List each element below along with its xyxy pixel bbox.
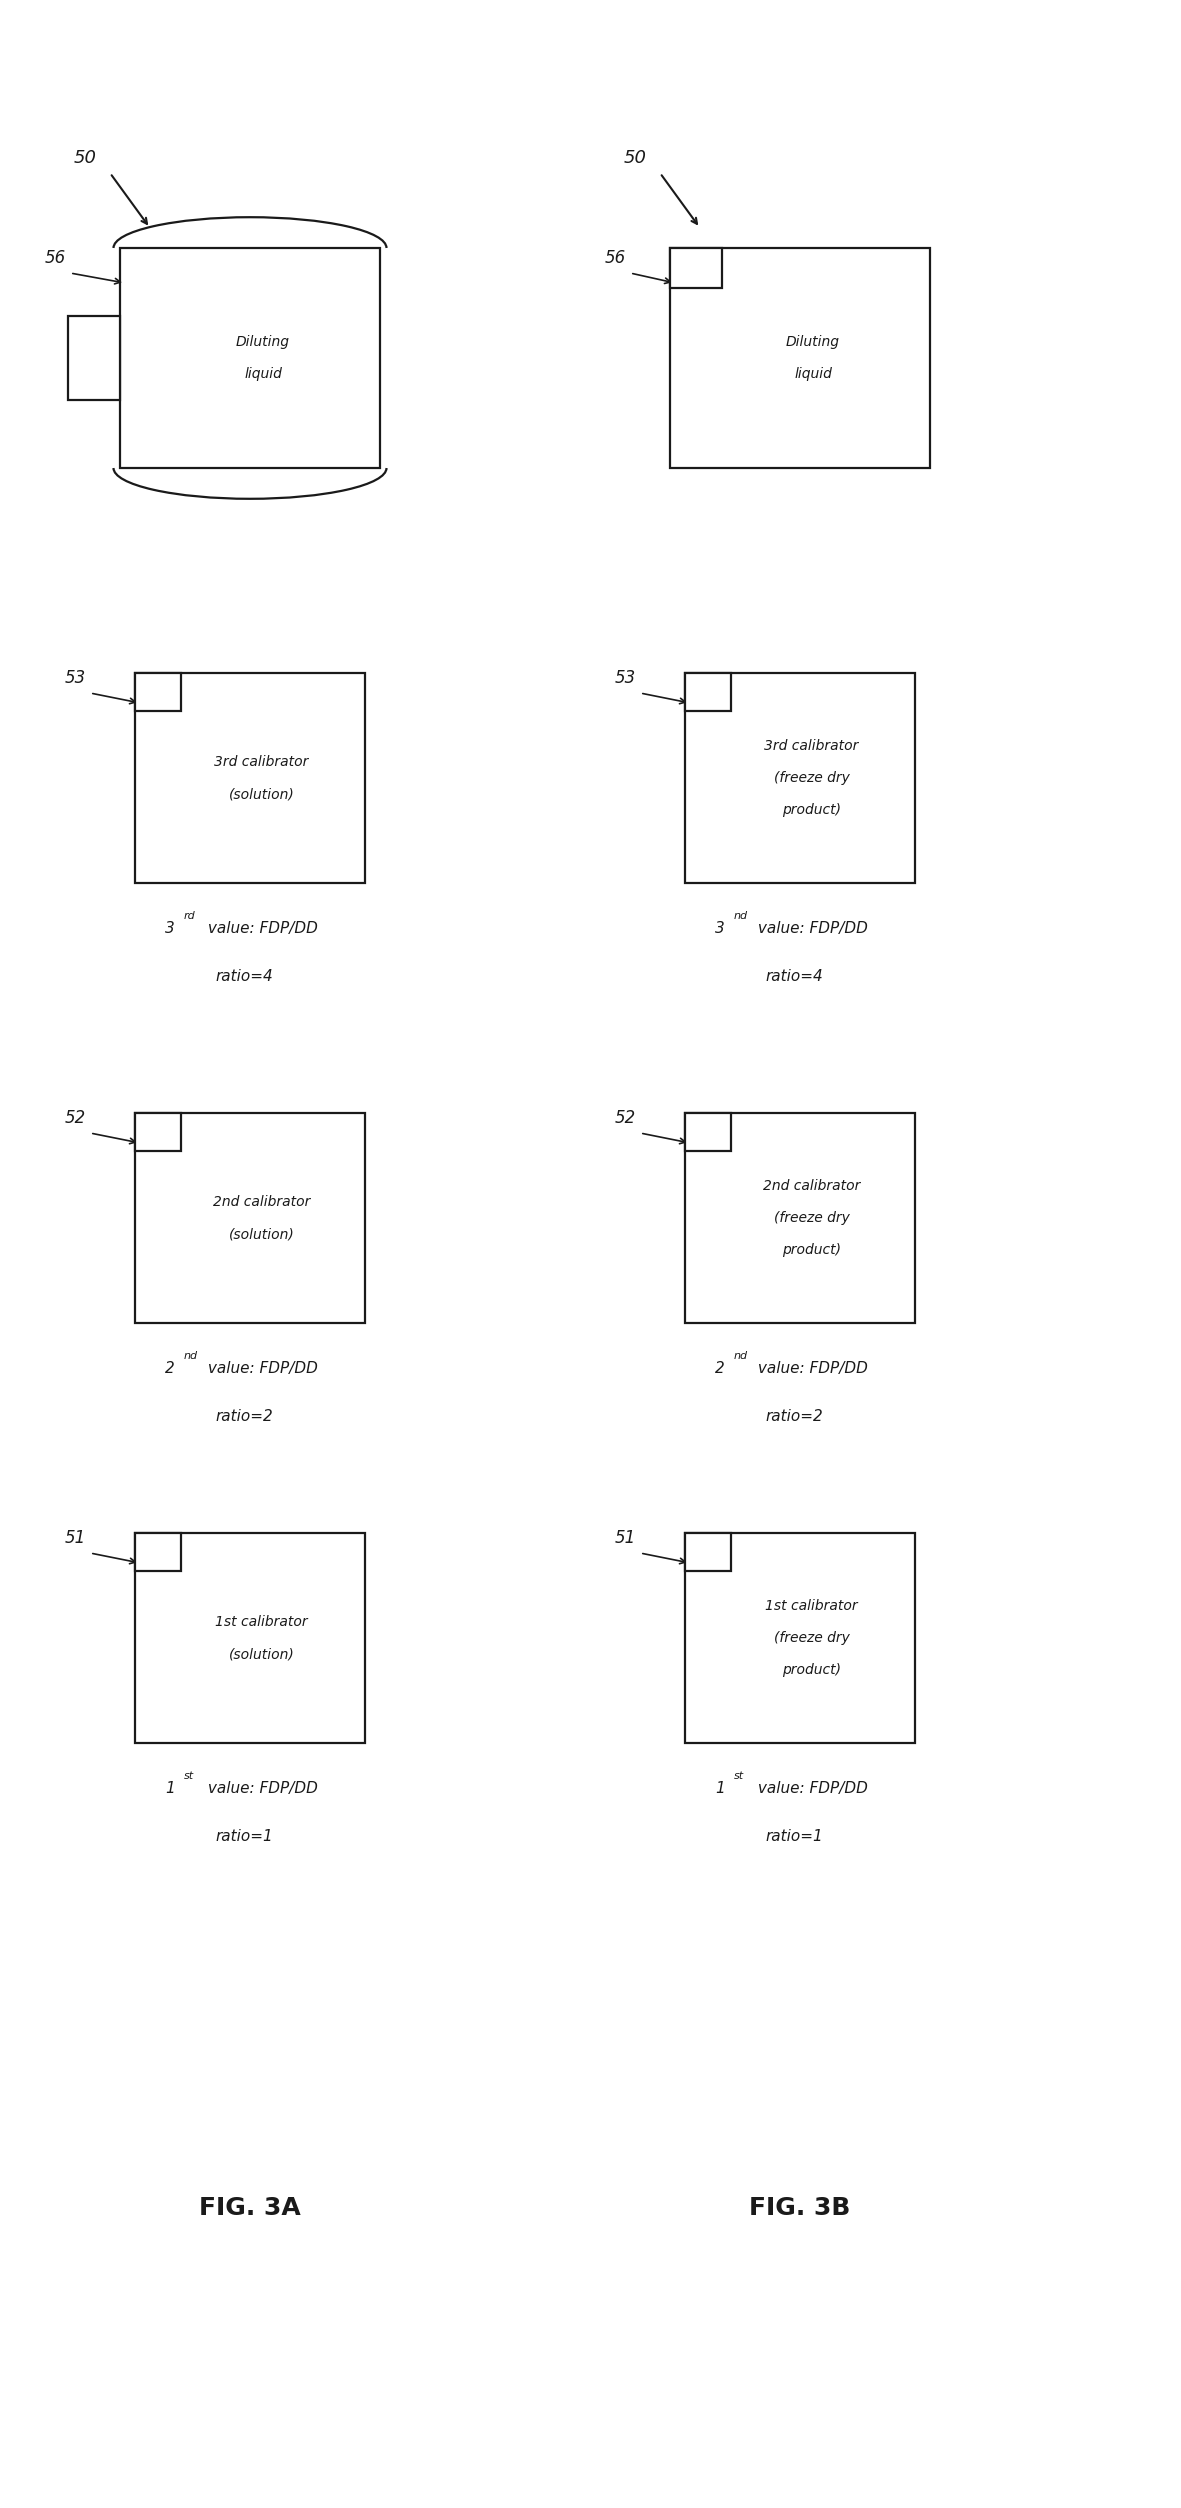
Text: 56: 56 [605,248,626,266]
Bar [670,248,929,469]
Text: (freeze dry: (freeze dry [774,1630,849,1645]
Text: (solution): (solution) [229,1648,294,1660]
Text: ratio=1: ratio=1 [765,1828,823,1843]
Text: 51: 51 [614,1530,635,1547]
Text: 1: 1 [715,1781,725,1796]
Text: 52: 52 [65,1109,86,1126]
Text: 2: 2 [165,1362,175,1377]
Bar [135,1114,181,1151]
Text: 50: 50 [624,148,646,168]
Bar [135,672,181,710]
Text: product): product) [782,1663,841,1678]
Text: 50: 50 [73,148,97,168]
Text: st: st [184,1771,194,1781]
Text: 3: 3 [165,920,175,935]
Text: ratio=2: ratio=2 [215,1409,273,1425]
Text: 1: 1 [165,1781,175,1796]
Text: value: FDP/DD: value: FDP/DD [753,1362,868,1377]
Text: (solution): (solution) [229,788,294,800]
Text: (freeze dry: (freeze dry [774,770,849,785]
Bar [135,1532,365,1743]
Text: FIG. 3B: FIG. 3B [749,2197,850,2220]
Text: product): product) [782,1244,841,1257]
Text: 2nd calibrator: 2nd calibrator [763,1179,860,1194]
Text: product): product) [782,803,841,818]
Text: FIG. 3A: FIG. 3A [200,2197,301,2220]
Bar [135,1532,181,1570]
Text: nd: nd [735,910,748,920]
Bar [68,316,120,399]
Text: 51: 51 [65,1530,86,1547]
Text: 1st calibrator: 1st calibrator [765,1600,857,1613]
Text: rd: rd [184,910,196,920]
Text: liquid: liquid [244,366,282,381]
Bar [670,248,722,288]
Bar [685,1114,915,1324]
Text: (solution): (solution) [229,1226,294,1241]
Text: value: FDP/DD: value: FDP/DD [753,1781,868,1796]
Bar [135,672,365,883]
Text: 52: 52 [614,1109,635,1126]
Bar [685,1114,731,1151]
Text: ratio=2: ratio=2 [765,1409,823,1425]
Bar [120,248,380,469]
Bar [685,1532,731,1570]
Text: st: st [735,1771,744,1781]
Text: 2nd calibrator: 2nd calibrator [213,1194,311,1209]
Text: Diluting: Diluting [787,336,840,349]
Text: Diluting: Diluting [236,336,291,349]
Text: value: FDP/DD: value: FDP/DD [753,920,868,935]
Text: ratio=1: ratio=1 [215,1828,273,1843]
Text: ratio=4: ratio=4 [765,968,823,983]
Text: nd: nd [735,1352,748,1362]
Text: (freeze dry: (freeze dry [774,1211,849,1224]
Text: value: FDP/DD: value: FDP/DD [203,1781,318,1796]
Text: ratio=4: ratio=4 [215,968,273,983]
Text: value: FDP/DD: value: FDP/DD [203,920,318,935]
Bar [135,1114,365,1324]
Text: 53: 53 [65,670,86,687]
Text: 2: 2 [715,1362,725,1377]
Bar [685,672,731,710]
Bar [685,1532,915,1743]
Text: nd: nd [184,1352,198,1362]
Text: 56: 56 [45,248,66,266]
Text: liquid: liquid [794,366,831,381]
Text: 1st calibrator: 1st calibrator [215,1615,308,1630]
Text: 3: 3 [715,920,725,935]
Text: 53: 53 [614,670,635,687]
Text: value: FDP/DD: value: FDP/DD [203,1362,318,1377]
Text: 3rd calibrator: 3rd calibrator [764,740,859,752]
Bar [685,672,915,883]
Text: 3rd calibrator: 3rd calibrator [214,755,308,770]
